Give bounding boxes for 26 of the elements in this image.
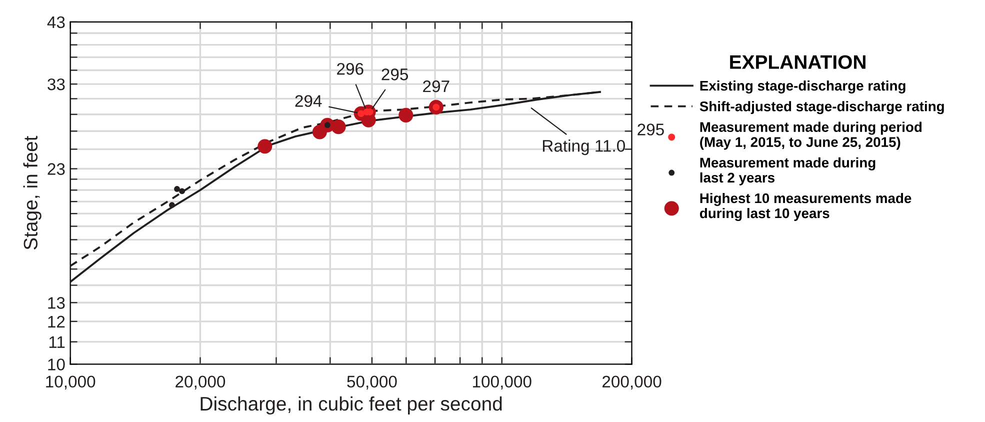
x-tick-label: 10,000 [46, 376, 96, 390]
x-tick-label: 100,000 [473, 376, 532, 390]
annotation: 296 [337, 62, 364, 75]
x-tick-label: 200,000 [602, 376, 662, 390]
legend-label: Measurement made during last 2 years [700, 157, 876, 186]
y-tick-label: 13 [48, 297, 65, 309]
y-tick-label: 10 [48, 358, 65, 370]
annotation: 295 [382, 68, 408, 80]
legend-label: Highest 10 measurements made during last 10 years [700, 192, 912, 221]
legend-label: Shift-adjusted stage-discharge rating [700, 101, 944, 114]
x-axis-title: Discharge, in cubic feet per second [200, 396, 502, 415]
annotation: 294 [295, 95, 322, 107]
y-tick-label: 33 [48, 78, 65, 90]
y-tick-label: 23 [48, 163, 65, 175]
legend-title: EXPLANATION [730, 55, 866, 69]
text: 295 [638, 124, 664, 136]
y-axis-title: Stage, in feet [23, 136, 42, 250]
legend-label: Existing stage-discharge rating [700, 80, 906, 94]
annotation: 297 [423, 80, 450, 92]
annotation: Rating 11.0 [542, 140, 625, 156]
y-tick-label: 11 [49, 336, 65, 348]
y-tick-label: 12 [48, 316, 65, 328]
y-tick-label: 43 [47, 16, 65, 28]
legend-label: Measurement made during period (May 1, 2015, to June 25, 2015) [700, 122, 922, 150]
x-tick-label: 20,000 [176, 376, 226, 390]
x-tick-label: 50,000 [347, 376, 397, 390]
